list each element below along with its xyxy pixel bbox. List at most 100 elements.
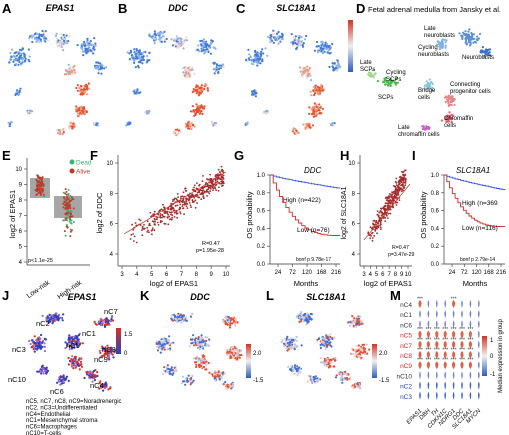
- cell-point: [303, 38, 307, 41]
- cell-point: [355, 385, 358, 388]
- cell-point: [66, 342, 69, 345]
- cell-point: [35, 339, 38, 342]
- sample-point: [400, 184, 403, 186]
- cell-point: [293, 366, 296, 369]
- cell-point: [324, 41, 327, 44]
- panel-letter: I: [412, 148, 416, 163]
- legend-line: nC1=Mesenchymal stroma: [26, 418, 98, 424]
- cell-point: [67, 341, 71, 344]
- cell-point: [294, 345, 297, 349]
- cell-point: [451, 117, 454, 120]
- cell-point: [85, 88, 89, 91]
- cell-point: [39, 346, 42, 349]
- cell-point: [205, 40, 208, 43]
- cell-point: [92, 373, 95, 376]
- sample-point: [69, 204, 72, 207]
- cell-point: [231, 318, 234, 321]
- sample-point: [207, 188, 210, 191]
- cell-point: [174, 368, 177, 371]
- tick-label: 0.8: [257, 191, 266, 197]
- cell-point: [192, 344, 196, 347]
- cell-point: [148, 51, 151, 54]
- tick-label: 24: [275, 270, 282, 276]
- cell-point: [205, 339, 208, 342]
- cell-point: [206, 48, 209, 51]
- cell-point: [446, 98, 449, 101]
- violin: [478, 371, 480, 380]
- cell-point: [316, 87, 319, 90]
- sample-point: [163, 206, 165, 209]
- cell-point: [316, 40, 319, 44]
- cell-point: [86, 41, 89, 44]
- cell-point: [81, 342, 84, 345]
- cell-point: [448, 111, 451, 114]
- cell-point: [302, 316, 305, 319]
- cell-point: [138, 54, 141, 58]
- axis-label-x: log2 of EPAS1: [150, 279, 198, 288]
- cell-point: [55, 315, 58, 318]
- cell-point: [333, 365, 336, 368]
- violin: [452, 391, 455, 400]
- cell-point: [78, 90, 82, 93]
- cell-point: [336, 67, 339, 70]
- cell-point: [195, 361, 198, 364]
- cell-point: [37, 338, 40, 341]
- tick-label: 72: [461, 270, 468, 276]
- cell-point: [213, 69, 216, 72]
- sample-point: [404, 181, 406, 184]
- cell-point: [189, 110, 193, 113]
- cell-point: [177, 316, 180, 319]
- cell-point: [87, 82, 90, 85]
- panel-title: EPAS1: [68, 292, 97, 302]
- violin: [419, 310, 421, 319]
- cell-point: [450, 120, 453, 123]
- cell-point: [27, 110, 30, 113]
- cell-point: [327, 48, 330, 51]
- cell-point: [171, 314, 174, 317]
- cell-point: [369, 74, 373, 77]
- cell-point: [451, 95, 454, 98]
- cell-point: [98, 322, 101, 326]
- significance-stars: ***: [425, 348, 431, 354]
- cell-point: [16, 51, 19, 54]
- cell-point: [365, 343, 368, 346]
- cell-point: [227, 385, 230, 389]
- cell-point: [165, 37, 168, 41]
- cell-point: [300, 318, 303, 321]
- cell-point: [301, 45, 304, 48]
- cell-point: [341, 376, 344, 379]
- cell-point: [30, 339, 34, 342]
- sample-point: [176, 216, 179, 219]
- sample-point: [131, 223, 134, 226]
- cell-point: [18, 60, 21, 64]
- sample-point: [161, 213, 164, 216]
- label-bridge: Bridge cells: [418, 88, 436, 101]
- cell-point: [301, 75, 304, 78]
- sample-point: [195, 195, 198, 198]
- cell-point: [231, 322, 234, 325]
- sample-point: [147, 229, 150, 232]
- cell-point: [140, 53, 143, 56]
- sample-point: [149, 224, 152, 227]
- cell-point: [75, 105, 78, 108]
- sample-point: [199, 188, 202, 191]
- sample-point: [188, 197, 191, 200]
- sample-point: [184, 187, 187, 190]
- sample-point: [170, 206, 173, 208]
- cell-point: [86, 93, 89, 96]
- cell-point: [60, 317, 63, 320]
- cell-point: [257, 52, 260, 55]
- cell-point: [320, 84, 323, 87]
- sample-point: [381, 213, 384, 216]
- cell-point: [64, 347, 67, 350]
- cell-point: [35, 40, 38, 43]
- sample-point: [196, 202, 199, 205]
- cell-point: [85, 110, 88, 113]
- cell-point: [78, 368, 81, 371]
- cell-point: [200, 104, 203, 107]
- cell-point: [302, 72, 305, 75]
- cell-point: [272, 29, 275, 32]
- sample-point: [385, 214, 388, 217]
- cell-point: [82, 111, 85, 114]
- cell-point: [55, 37, 59, 40]
